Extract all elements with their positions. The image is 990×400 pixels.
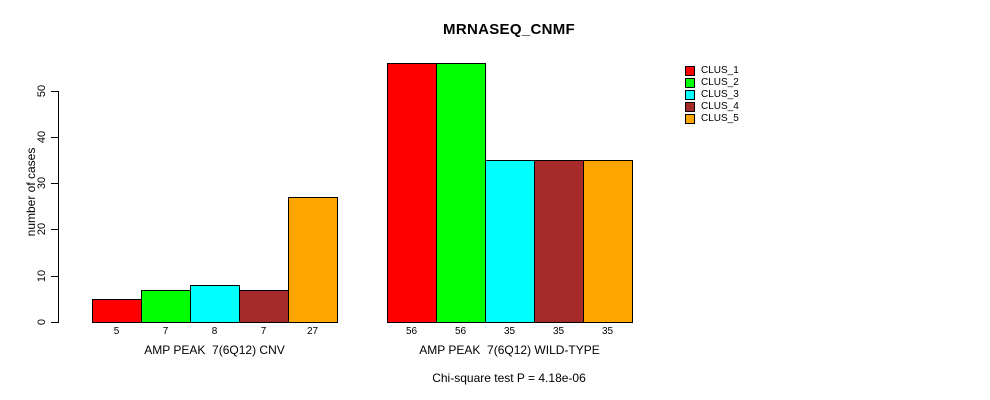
bar-value-label: 56 [405, 326, 418, 337]
bar-value-label: 35 [503, 326, 516, 337]
legend-label: CLUS_3 [701, 89, 739, 100]
y-tick-mark [51, 322, 58, 323]
y-tick-mark [51, 137, 58, 138]
chi-square-annotation: Chi-square test P = 4.18e-06 [432, 371, 586, 385]
bar-value-label: 7 [260, 326, 267, 337]
y-axis-line [58, 91, 59, 323]
bar-clus_3-group1 [190, 285, 240, 323]
legend-entry-clus_3: CLUS_3 [685, 89, 739, 101]
bar-value-label: 8 [211, 326, 218, 337]
y-tick-mark [51, 229, 58, 230]
y-tick-label: 50 [36, 84, 48, 98]
legend-label: CLUS_4 [701, 101, 739, 112]
y-tick-label: 10 [36, 269, 48, 283]
y-tick-label: 40 [36, 130, 48, 144]
legend-color-swatch [685, 78, 695, 88]
bar-clus_4-group2 [534, 160, 584, 323]
legend-entry-clus_4: CLUS_4 [685, 101, 739, 113]
legend: CLUS_1 CLUS_2 CLUS_3 CLUS_4 CLUS_5 [685, 65, 739, 125]
bar-value-label: 27 [306, 326, 319, 337]
bar-clus_2-group1 [141, 290, 191, 323]
legend-label: CLUS_2 [701, 77, 739, 88]
bar-clus_4-group1 [239, 290, 289, 323]
bar-value-label: 5 [113, 326, 120, 337]
category-label: AMP PEAK 7(6Q12) CNV [144, 343, 285, 357]
y-tick-label: 30 [36, 176, 48, 190]
bar-clus_1-group1 [92, 299, 142, 323]
bar-clus_5-group2 [583, 160, 633, 323]
y-tick-mark [51, 91, 58, 92]
bar-value-label: 7 [162, 326, 169, 337]
bar-clus_2-group2 [436, 63, 486, 323]
y-tick-label: 0 [36, 318, 48, 326]
legend-color-swatch [685, 90, 695, 100]
legend-label: CLUS_5 [701, 113, 739, 124]
bar-clus_3-group2 [485, 160, 535, 323]
legend-label: CLUS_1 [701, 65, 739, 76]
chart-title: MRNASEQ_CNMF [443, 21, 575, 38]
bar-clus_5-group1 [288, 197, 338, 323]
legend-entry-clus_2: CLUS_2 [685, 77, 739, 89]
bar-value-label: 56 [454, 326, 467, 337]
bar-value-label: 35 [601, 326, 614, 337]
legend-color-swatch [685, 66, 695, 76]
category-label: AMP PEAK 7(6Q12) WILD-TYPE [419, 343, 600, 357]
legend-color-swatch [685, 102, 695, 112]
legend-entry-clus_1: CLUS_1 [685, 65, 739, 77]
y-tick-mark [51, 276, 58, 277]
y-tick-mark [51, 183, 58, 184]
bar-clus_1-group2 [387, 63, 437, 323]
legend-color-swatch [685, 114, 695, 124]
bar-value-label: 35 [552, 326, 565, 337]
y-tick-label: 20 [36, 222, 48, 236]
legend-entry-clus_5: CLUS_5 [685, 113, 739, 125]
